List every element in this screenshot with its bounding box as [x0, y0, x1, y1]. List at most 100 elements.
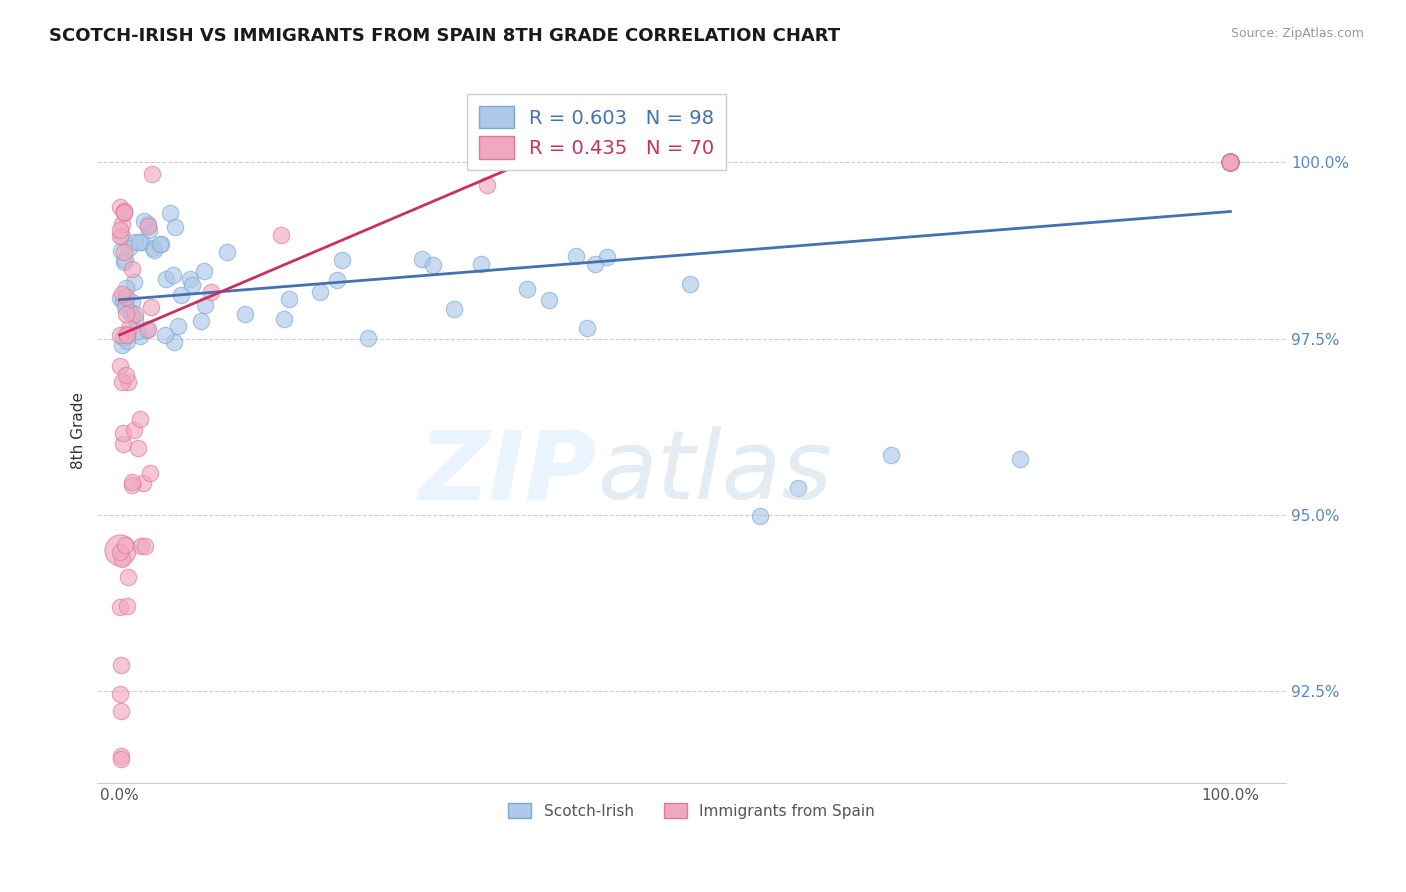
- Point: [576, 321, 599, 335]
- Point: [136, 219, 159, 233]
- Point: [1219, 155, 1241, 169]
- Legend: Scotch-Irish, Immigrants from Spain: Scotch-Irish, Immigrants from Spain: [502, 797, 882, 825]
- Point: [150, 236, 173, 251]
- Point: [111, 437, 134, 451]
- Point: [1219, 155, 1241, 169]
- Point: [136, 322, 159, 336]
- Point: [112, 205, 135, 219]
- Point: [163, 219, 186, 234]
- Point: [475, 178, 498, 192]
- Point: [108, 545, 131, 559]
- Point: [124, 307, 146, 321]
- Point: [115, 328, 138, 343]
- Point: [108, 228, 131, 243]
- Point: [1219, 155, 1241, 169]
- Point: [190, 314, 212, 328]
- Point: [1219, 155, 1241, 169]
- Point: [111, 425, 134, 440]
- Point: [1219, 155, 1241, 169]
- Point: [1219, 155, 1241, 169]
- Point: [163, 335, 186, 350]
- Point: [134, 214, 156, 228]
- Point: [516, 282, 538, 296]
- Point: [114, 368, 136, 383]
- Point: [162, 268, 184, 283]
- Point: [309, 285, 332, 299]
- Point: [1219, 155, 1241, 169]
- Point: [108, 359, 131, 373]
- Point: [114, 538, 136, 552]
- Point: [1219, 155, 1241, 169]
- Point: [111, 338, 134, 352]
- Point: [121, 475, 143, 490]
- Point: [278, 293, 301, 307]
- Point: [1219, 155, 1241, 169]
- Point: [1219, 155, 1241, 169]
- Text: SCOTCH-IRISH VS IMMIGRANTS FROM SPAIN 8TH GRADE CORRELATION CHART: SCOTCH-IRISH VS IMMIGRANTS FROM SPAIN 8T…: [49, 27, 841, 45]
- Point: [122, 275, 145, 289]
- Point: [141, 300, 163, 314]
- Point: [679, 277, 702, 291]
- Point: [111, 551, 134, 566]
- Point: [128, 235, 150, 250]
- Point: [159, 206, 181, 220]
- Point: [1219, 155, 1241, 169]
- Point: [565, 249, 588, 263]
- Point: [1219, 155, 1241, 169]
- Point: [1219, 155, 1241, 169]
- Point: [114, 281, 136, 295]
- Point: [110, 244, 132, 258]
- Point: [422, 258, 444, 272]
- Point: [114, 300, 136, 314]
- Point: [1219, 155, 1241, 169]
- Point: [411, 252, 433, 266]
- Point: [1219, 155, 1241, 169]
- Point: [112, 206, 135, 220]
- Point: [443, 302, 465, 317]
- Point: [215, 244, 238, 259]
- Point: [1219, 155, 1241, 169]
- Point: [1219, 155, 1241, 169]
- Point: [1219, 155, 1241, 169]
- Point: [111, 294, 134, 309]
- Point: [193, 264, 215, 278]
- Point: [357, 331, 380, 345]
- Point: [583, 257, 606, 271]
- Text: ZIP: ZIP: [419, 426, 596, 519]
- Point: [110, 705, 132, 719]
- Point: [1219, 155, 1241, 169]
- Point: [1219, 155, 1241, 169]
- Point: [1219, 155, 1241, 169]
- Point: [1219, 155, 1241, 169]
- Point: [748, 509, 770, 524]
- Point: [1219, 155, 1241, 169]
- Point: [1219, 155, 1241, 169]
- Point: [118, 241, 141, 255]
- Point: [111, 229, 134, 244]
- Point: [1219, 155, 1241, 169]
- Point: [179, 272, 201, 286]
- Point: [1219, 155, 1241, 169]
- Point: [111, 287, 134, 301]
- Point: [1219, 155, 1241, 169]
- Point: [131, 235, 153, 249]
- Point: [121, 295, 143, 310]
- Y-axis label: 8th Grade: 8th Grade: [72, 392, 86, 468]
- Point: [1219, 155, 1241, 169]
- Point: [1219, 155, 1241, 169]
- Point: [110, 752, 132, 766]
- Point: [112, 255, 135, 269]
- Point: [1219, 155, 1241, 169]
- Point: [111, 375, 134, 389]
- Point: [127, 441, 149, 455]
- Point: [1219, 155, 1241, 169]
- Point: [1219, 155, 1241, 169]
- Point: [121, 478, 143, 492]
- Point: [1219, 155, 1241, 169]
- Point: [194, 298, 217, 312]
- Point: [1219, 155, 1241, 169]
- Point: [880, 448, 903, 462]
- Point: [153, 328, 176, 343]
- Point: [117, 328, 139, 343]
- Point: [108, 291, 131, 305]
